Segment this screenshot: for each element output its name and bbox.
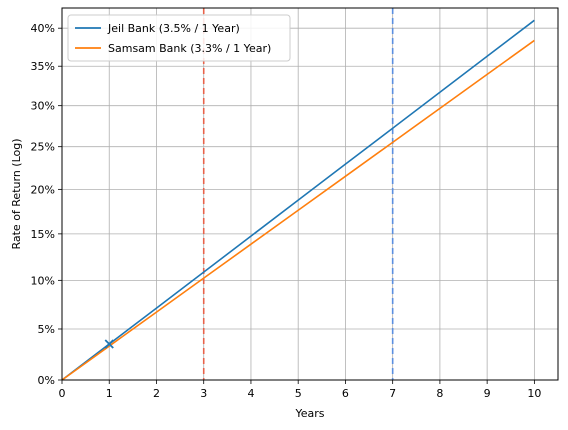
series-lines — [61, 19, 535, 381]
y-tick-label: 20% — [31, 183, 55, 196]
legend-item: Samsam Bank (3.3% / 1 Year) — [75, 42, 271, 55]
y-tick-label: 35% — [31, 60, 55, 73]
x-tick-label: 0 — [59, 387, 66, 400]
x-tick-label: 1 — [106, 387, 113, 400]
x-tick-label: 3 — [200, 387, 207, 400]
vertical-reference-lines — [202, 8, 394, 380]
y-tick-label: 15% — [31, 228, 55, 241]
legend: Jeil Bank (3.5% / 1 Year) Samsam Bank (3.… — [67, 14, 291, 62]
x-tick-label: 2 — [153, 387, 160, 400]
series-line — [61, 19, 535, 381]
legend-label: Jeil Bank (3.5% / 1 Year) — [107, 22, 240, 35]
x-axis-label: Years — [294, 407, 324, 420]
legend-box — [67, 14, 291, 62]
y-tick-label: 25% — [31, 141, 55, 154]
plot-frame — [61, 7, 559, 381]
y-tick-label: 0% — [38, 374, 55, 387]
y-tick-label: 10% — [31, 274, 55, 287]
x-tick-label: 4 — [247, 387, 254, 400]
y-tick-label: 40% — [31, 22, 55, 35]
x-tick-label: 9 — [484, 387, 491, 400]
x-tick-label: 7 — [389, 387, 396, 400]
point-markers — [104, 339, 114, 349]
y-axis-ticks: 0% 5% 10% 15% 20% 25% 30% 35% 40% — [31, 22, 62, 387]
x-tick-label: 8 — [436, 387, 443, 400]
x-tick-label: 6 — [342, 387, 349, 400]
legend-label: Samsam Bank (3.3% / 1 Year) — [108, 42, 271, 55]
y-tick-label: 5% — [38, 323, 55, 336]
x-marker — [104, 339, 114, 349]
series-line — [61, 39, 535, 381]
y-tick-label: 30% — [31, 100, 55, 113]
legend-item: Jeil Bank (3.5% / 1 Year) — [75, 22, 240, 35]
x-tick-label: 5 — [295, 387, 302, 400]
y-axis-label: Rate of Return (Log) — [10, 138, 23, 249]
x-axis-ticks: 0 1 2 3 4 5 6 7 8 9 10 — [59, 380, 541, 400]
x-tick-label: 10 — [527, 387, 541, 400]
